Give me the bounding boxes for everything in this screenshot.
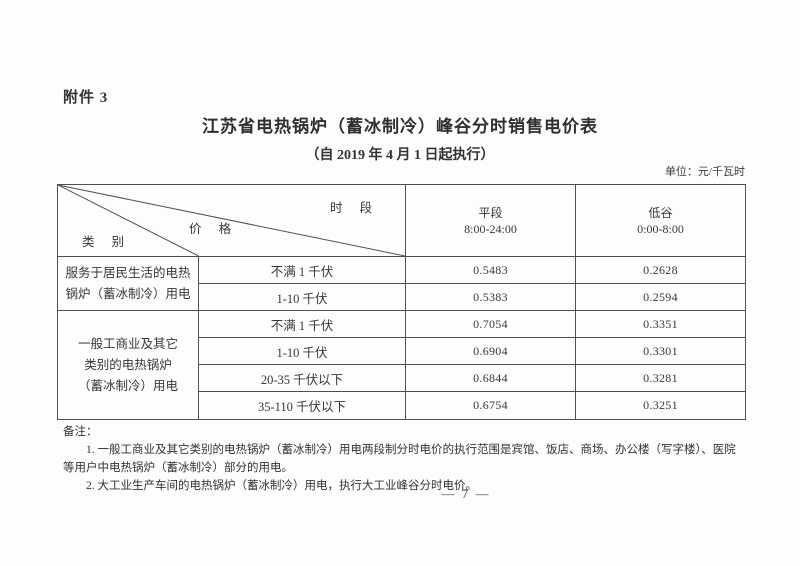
category-cell-residential: 服务于居民生活的电热 锅炉（蓄冰制冷）用电 [57,256,199,311]
flat-price-cell: 0.6754 [405,391,576,420]
price-table: 时 段 价 格 类 别 平段 8:00-24:00 低谷 0:00-8:00 服… [57,184,746,420]
voltage-cell: 20-35 千伏以下 [198,364,406,392]
valley-price-cell: 0.3251 [575,391,746,420]
column-header-flat: 平段 8:00-24:00 [405,184,576,257]
flat-price-cell: 0.6904 [405,337,576,365]
notes-section: 备注： 1. 一般工商业及其它类别的电热锅炉（蓄冰制冷）用电两段制分时电价的执行… [63,423,745,495]
column-header-valley: 低谷 0:00-8:00 [575,184,746,257]
table-row: 35-110 千伏以下 0.6754 0.3251 [58,391,746,420]
valley-price-cell: 0.2594 [575,283,746,311]
table-header-row: 时 段 价 格 类 别 平段 8:00-24:00 低谷 0:00-8:00 [57,184,746,257]
column-header-valley-hours: 0:00-8:00 [637,221,684,236]
diagonal-corner-cell: 时 段 价 格 类 别 [57,184,406,257]
voltage-cell: 1-10 千伏 [198,283,406,311]
column-header-valley-label: 低谷 [648,205,673,220]
corner-label-category: 类 别 [82,235,132,249]
unit-label: 单位：元/千瓦时 [664,166,745,178]
page-number: — 7 — [441,486,491,501]
column-header-flat-hours: 8:00-24:00 [464,221,517,236]
table-row: 1-10 千伏 0.5383 0.2594 [58,283,746,311]
voltage-cell: 35-110 千伏以下 [198,391,406,420]
page-title: 江苏省电热锅炉（蓄冰制冷）峰谷分时销售电价表 [202,117,598,136]
flat-price-cell: 0.6844 [405,364,576,392]
corner-label-time-period: 时 段 [330,201,380,215]
page-subtitle: （自 2019 年 4 月 1 日起执行） [305,148,495,163]
table-row: 1-10 千伏 0.6904 0.3301 [58,337,746,365]
table-row: 服务于居民生活的电热 锅炉（蓄冰制冷）用电 不满 1 千伏 0.5483 0.2… [57,256,746,311]
valley-price-cell: 0.3281 [575,364,746,392]
column-header-flat-label: 平段 [478,205,503,220]
voltage-cell: 1-10 千伏 [198,337,406,365]
note-item-1: 1. 一般工商业及其它类别的电热锅炉（蓄冰制冷）用电两段制分时电价的执行范围是宾… [63,444,736,474]
table-row: 一般工商业及其它 类别的电热锅炉 （蓄冰制冷）用电 不满 1 千伏 0.7054… [57,310,746,420]
notes-heading: 备注： [63,426,98,438]
diagonal-lines-icon [58,185,405,256]
note-item-2: 2. 大工业生产车间的电热锅炉（蓄冰制冷）用电，执行大工业峰谷分时电价。 [86,480,477,492]
flat-price-cell: 0.5483 [405,256,576,284]
corner-label-price: 价 格 [189,222,239,236]
valley-price-cell: 0.2628 [575,256,746,284]
valley-price-cell: 0.3301 [575,337,746,365]
flat-price-cell: 0.7054 [405,310,576,338]
voltage-cell: 不满 1 千伏 [198,310,406,338]
valley-price-cell: 0.3351 [575,310,746,338]
attachment-label: 附件 3 [63,90,109,106]
category-cell-commercial: 一般工商业及其它 类别的电热锅炉 （蓄冰制冷）用电 [57,310,199,420]
voltage-cell: 不满 1 千伏 [198,256,406,284]
flat-price-cell: 0.5383 [405,283,576,311]
